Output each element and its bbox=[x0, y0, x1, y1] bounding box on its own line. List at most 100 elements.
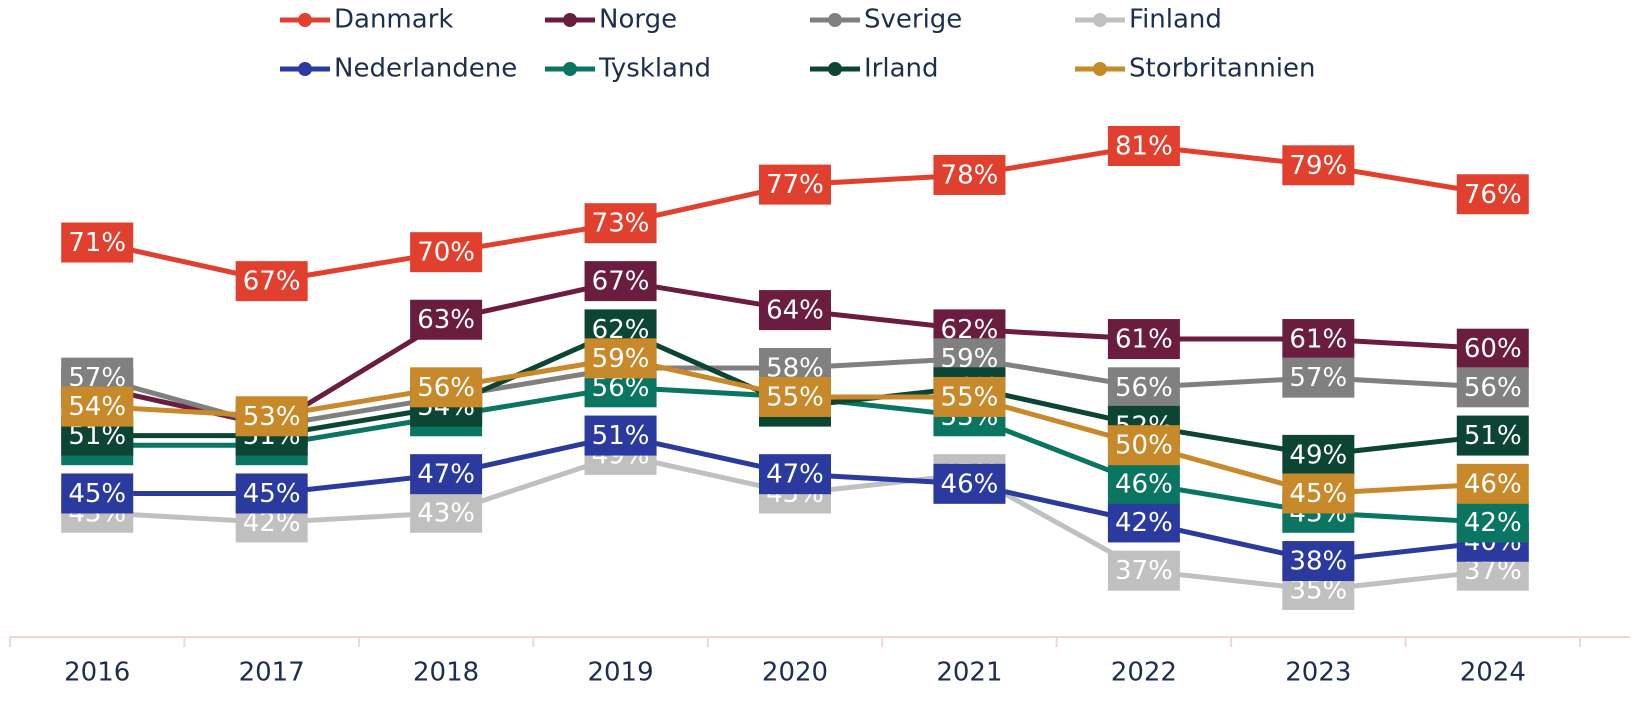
data-label-box bbox=[1456, 415, 1529, 456]
data-label: 42% bbox=[1115, 508, 1173, 538]
legend-marker bbox=[1093, 62, 1107, 76]
data-label-box bbox=[1282, 357, 1355, 398]
data-label: 38% bbox=[1289, 547, 1347, 577]
data-label: 57% bbox=[1289, 363, 1347, 393]
data-label: 61% bbox=[1115, 325, 1173, 355]
data-label: 61% bbox=[1289, 325, 1347, 355]
data-label: 81% bbox=[1115, 132, 1173, 162]
x-tick-label: 2022 bbox=[1111, 658, 1177, 688]
x-tick-label: 2024 bbox=[1460, 658, 1526, 688]
x-tick-label: 2019 bbox=[587, 658, 653, 688]
data-label-box bbox=[759, 376, 831, 417]
data-label-box bbox=[61, 473, 134, 514]
data-label: 51% bbox=[592, 421, 650, 451]
data-label-box bbox=[1282, 434, 1355, 475]
data-label: 50% bbox=[1115, 431, 1173, 461]
data-label: 59% bbox=[592, 344, 650, 374]
x-tick-label: 2020 bbox=[762, 658, 828, 688]
data-label-box bbox=[759, 290, 831, 331]
data-label: 63% bbox=[417, 305, 475, 335]
data-label-box bbox=[759, 454, 831, 495]
data-label: 55% bbox=[941, 382, 999, 412]
data-label: 51% bbox=[1464, 421, 1522, 451]
data-label: 56% bbox=[1115, 373, 1173, 403]
data-label: 45% bbox=[243, 479, 301, 509]
data-label: 64% bbox=[766, 296, 824, 326]
data-label-box bbox=[933, 463, 1006, 504]
data-label: 56% bbox=[417, 373, 475, 403]
x-tick-label: 2023 bbox=[1285, 658, 1351, 688]
data-label-box bbox=[61, 386, 134, 427]
data-label-box bbox=[1282, 541, 1355, 582]
data-label-box bbox=[235, 396, 308, 437]
data-label-box bbox=[1456, 463, 1529, 504]
legend-marker bbox=[828, 62, 842, 76]
data-label-box bbox=[410, 367, 483, 408]
data-label: 47% bbox=[417, 460, 475, 490]
data-label: 55% bbox=[766, 382, 824, 412]
data-label: 46% bbox=[1464, 469, 1522, 499]
data-label-box bbox=[1107, 550, 1180, 591]
data-label-box bbox=[1282, 319, 1355, 360]
x-tick-label: 2016 bbox=[64, 658, 130, 688]
legend-label: Tyskland bbox=[598, 54, 711, 84]
data-label: 71% bbox=[68, 228, 126, 258]
data-label-box bbox=[410, 232, 483, 273]
data-label-box bbox=[933, 154, 1006, 195]
data-label-box bbox=[1456, 174, 1529, 215]
data-label-box bbox=[584, 261, 657, 302]
data-label-box bbox=[235, 261, 308, 302]
data-label-box bbox=[759, 164, 831, 205]
data-label: 46% bbox=[1115, 469, 1173, 499]
data-label: 46% bbox=[941, 469, 999, 499]
data-label-box bbox=[1107, 126, 1180, 166]
data-label-box bbox=[1282, 473, 1355, 514]
legend-label: Irland bbox=[864, 54, 939, 84]
legend-label: Sverige bbox=[864, 5, 962, 35]
data-label-box bbox=[1107, 502, 1180, 543]
data-label-box bbox=[1107, 425, 1180, 466]
x-tick-label: 2017 bbox=[239, 658, 305, 688]
legend-marker bbox=[563, 13, 577, 27]
data-label: 54% bbox=[68, 392, 126, 422]
data-label-box bbox=[410, 454, 483, 495]
legend-marker bbox=[1093, 13, 1107, 27]
data-label: 45% bbox=[68, 479, 126, 509]
legend-marker bbox=[298, 13, 312, 27]
data-label: 47% bbox=[766, 460, 824, 490]
data-label-box bbox=[1107, 319, 1180, 360]
data-label: 70% bbox=[417, 238, 475, 268]
data-label: 43% bbox=[417, 498, 475, 528]
data-label-box bbox=[410, 492, 483, 533]
legend-label: Storbritannien bbox=[1129, 54, 1316, 84]
data-label: 79% bbox=[1289, 151, 1347, 181]
data-label: 78% bbox=[941, 160, 999, 190]
legend-label: Norge bbox=[599, 5, 677, 35]
data-label-box bbox=[584, 415, 657, 456]
data-label: 37% bbox=[1115, 556, 1173, 586]
legend-label: Danmark bbox=[334, 5, 453, 35]
x-tick-label: 2018 bbox=[413, 658, 479, 688]
data-label-box bbox=[1107, 463, 1180, 504]
data-label-box bbox=[61, 222, 134, 263]
data-label-box bbox=[1456, 328, 1529, 369]
data-label: 56% bbox=[1464, 373, 1522, 403]
data-label-box bbox=[1456, 367, 1529, 408]
data-label: 49% bbox=[1289, 440, 1347, 470]
data-label-box bbox=[584, 338, 657, 379]
legend-marker bbox=[298, 62, 312, 76]
data-label: 60% bbox=[1464, 334, 1522, 364]
data-label-box bbox=[1456, 502, 1529, 543]
data-label-box bbox=[235, 473, 308, 514]
data-label: 77% bbox=[766, 170, 824, 200]
data-label-box bbox=[933, 376, 1006, 417]
data-label-box bbox=[1107, 367, 1180, 408]
data-label: 42% bbox=[1464, 508, 1522, 538]
legend-marker bbox=[563, 62, 577, 76]
data-label: 73% bbox=[592, 209, 650, 239]
x-tick-label: 2021 bbox=[936, 658, 1002, 688]
data-label: 67% bbox=[243, 267, 301, 297]
legend-marker bbox=[828, 13, 842, 27]
